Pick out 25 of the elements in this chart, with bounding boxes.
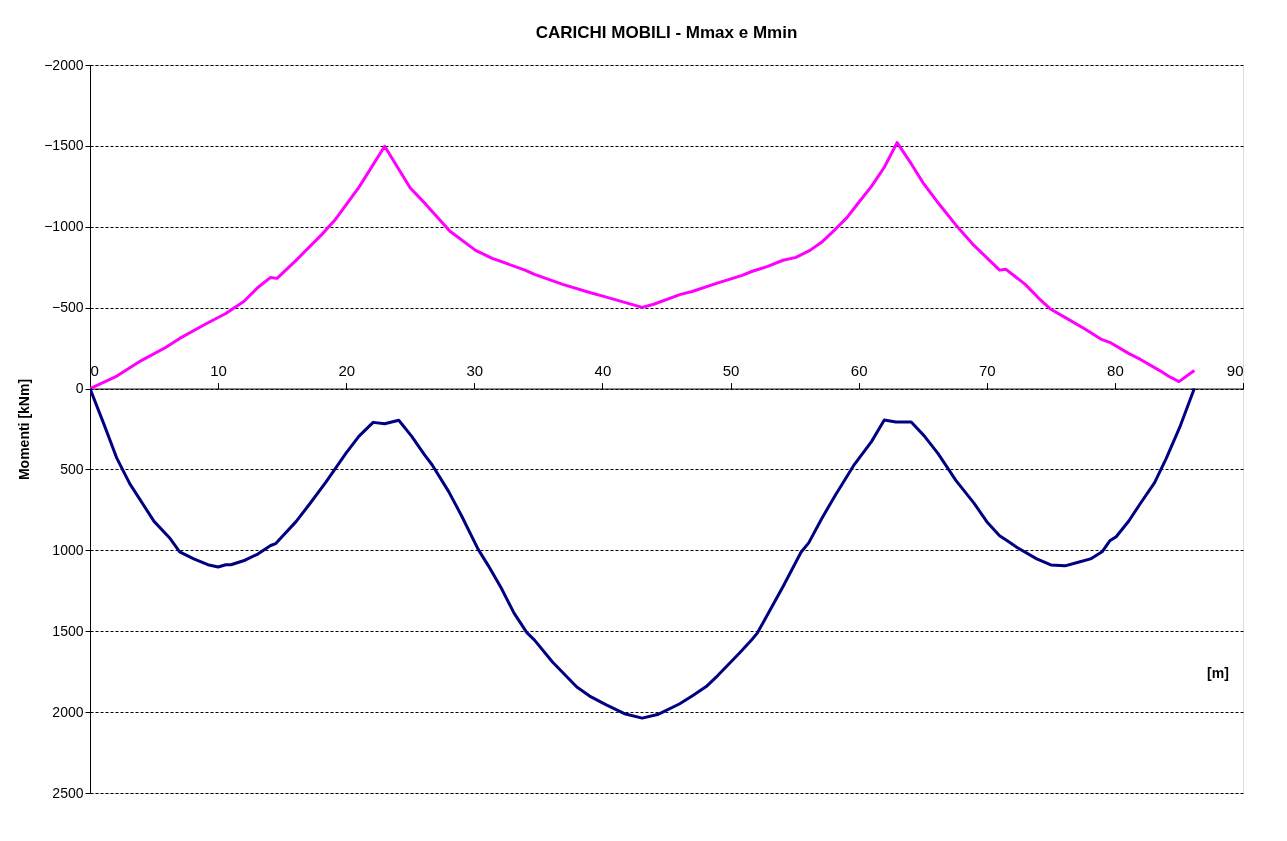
chart-title: CARICHI MOBILI - Mmax e Mmin	[535, 23, 798, 42]
x-tick-label: 20	[338, 362, 356, 380]
x-tick-label: 30	[466, 362, 484, 380]
y-tick-label: −1000	[44, 218, 84, 235]
x-tick-label: 10	[210, 362, 227, 380]
line-series	[90, 387, 1196, 720]
y-tick-label: 1000	[52, 541, 84, 558]
y-tick-label: −2000	[44, 56, 84, 73]
y-tick-label: 2000	[52, 703, 84, 720]
x-axis-title: [m]	[1207, 664, 1229, 681]
y-tick-label: 500	[60, 460, 84, 477]
line-series	[90, 141, 1196, 391]
x-tick-label: 60	[850, 362, 868, 380]
x-tick-label: 40	[594, 362, 612, 380]
y-tick-label: 0	[75, 380, 84, 397]
y-tick-label: −1500	[44, 137, 84, 154]
y-tick-label: 1500	[52, 622, 84, 639]
x-tick-label: 80	[1107, 362, 1124, 380]
y-axis-title: Momenti [kNm]	[16, 378, 33, 481]
y-tick-label: −500	[51, 299, 84, 316]
x-tick-label: 50	[722, 362, 740, 380]
x-tick-label: 0	[90, 362, 99, 380]
x-tick-label: 90	[1226, 362, 1244, 380]
x-tick-label: 70	[978, 362, 996, 380]
y-tick-label: 2500	[52, 784, 84, 801]
